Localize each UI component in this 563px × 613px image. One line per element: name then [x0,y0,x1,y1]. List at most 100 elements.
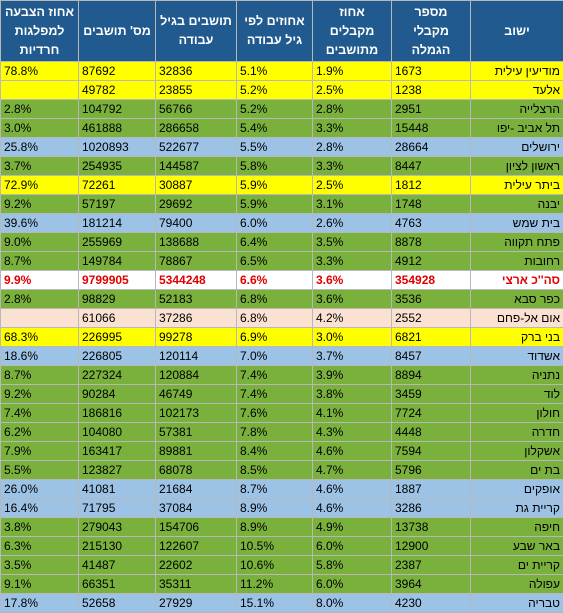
city-cell[interactable]: תל אביב -יפו [470,118,563,138]
pct-working-age-cell[interactable]: 11.2% [236,574,313,594]
haredi-vote-cell[interactable]: 6.2% [0,422,79,442]
recipients-cell[interactable]: 15448 [391,118,471,138]
city-cell[interactable]: הרצלייה [470,99,563,119]
pct-working-age-cell[interactable]: 5.4% [236,118,313,138]
haredi-vote-cell[interactable]: 18.6% [0,346,79,366]
column-header-city[interactable]: ישוב [470,0,563,62]
city-cell[interactable]: ביתר עילית [470,175,563,195]
pct-working-age-cell[interactable]: 6.4% [236,232,313,252]
recipients-cell[interactable]: 4912 [391,251,471,271]
pct-residents-cell[interactable]: 3.1% [312,194,392,214]
haredi-vote-cell[interactable]: 3.7% [0,156,79,176]
pct-residents-cell[interactable]: 3.3% [312,251,392,271]
residents-cell[interactable]: 254935 [78,156,156,176]
pct-working-age-cell[interactable]: 5.2% [236,99,313,119]
pct-residents-cell[interactable]: 3.5% [312,232,392,252]
haredi-vote-cell[interactable]: 2.8% [0,289,79,309]
recipients-cell[interactable]: 4763 [391,213,471,233]
working-age-cell[interactable]: 99278 [155,327,237,347]
pct-residents-cell[interactable]: 3.6% [312,270,392,290]
residents-cell[interactable]: 215130 [78,536,156,556]
pct-residents-cell[interactable]: 3.6% [312,289,392,309]
haredi-vote-cell[interactable]: 9.9% [0,270,79,290]
city-cell[interactable]: ירושלים [470,137,563,157]
haredi-vote-cell[interactable]: 68.3% [0,327,79,347]
pct-residents-cell[interactable]: 4.1% [312,403,392,423]
recipients-cell[interactable]: 4448 [391,422,471,442]
recipients-cell[interactable]: 3459 [391,384,471,404]
residents-cell[interactable]: 461888 [78,118,156,138]
haredi-vote-cell[interactable]: 25.8% [0,137,79,157]
residents-cell[interactable]: 41081 [78,479,156,499]
working-age-cell[interactable]: 78867 [155,251,237,271]
haredi-vote-cell[interactable]: 5.5% [0,460,79,480]
working-age-cell[interactable]: 68078 [155,460,237,480]
residents-cell[interactable]: 90284 [78,384,156,404]
residents-cell[interactable]: 71795 [78,498,156,518]
working-age-cell[interactable]: 102173 [155,403,237,423]
haredi-vote-cell[interactable]: 2.8% [0,99,79,119]
working-age-cell[interactable]: 23855 [155,80,237,100]
pct-residents-cell[interactable]: 4.7% [312,460,392,480]
city-cell[interactable]: כפר סבא [470,289,563,309]
pct-working-age-cell[interactable]: 8.4% [236,441,313,461]
residents-cell[interactable]: 57197 [78,194,156,214]
haredi-vote-cell[interactable]: 8.7% [0,251,79,271]
residents-cell[interactable]: 279043 [78,517,156,537]
pct-working-age-cell[interactable]: 8.9% [236,517,313,537]
haredi-vote-cell[interactable]: 3.0% [0,118,79,138]
city-cell[interactable]: נתניה [470,365,563,385]
haredi-vote-cell[interactable]: 9.0% [0,232,79,252]
recipients-cell[interactable]: 5796 [391,460,471,480]
haredi-vote-cell[interactable]: 3.5% [0,555,79,575]
city-cell[interactable]: מודיעין עילית [470,61,563,81]
pct-residents-cell[interactable]: 4.9% [312,517,392,537]
recipients-cell[interactable]: 7594 [391,441,471,461]
recipients-cell[interactable]: 8878 [391,232,471,252]
city-cell[interactable]: יבנה [470,194,563,214]
city-cell[interactable]: קריית ים [470,555,563,575]
working-age-cell[interactable]: 37286 [155,308,237,328]
column-header-pct-working-age[interactable]: אחוזים לפי גיל עבודה [236,0,313,62]
residents-cell[interactable]: 49782 [78,80,156,100]
pct-residents-cell[interactable]: 4.2% [312,308,392,328]
city-cell[interactable]: פתח תקווה [470,232,563,252]
working-age-cell[interactable]: 21684 [155,479,237,499]
working-age-cell[interactable]: 27929 [155,593,237,613]
recipients-cell[interactable]: 1748 [391,194,471,214]
pct-working-age-cell[interactable]: 5.5% [236,137,313,157]
working-age-cell[interactable]: 37084 [155,498,237,518]
residents-cell[interactable]: 52658 [78,593,156,613]
working-age-cell[interactable]: 89881 [155,441,237,461]
pct-residents-cell[interactable]: 3.3% [312,118,392,138]
pct-working-age-cell[interactable]: 6.6% [236,270,313,290]
residents-cell[interactable]: 181214 [78,213,156,233]
pct-working-age-cell[interactable]: 5.2% [236,80,313,100]
residents-cell[interactable]: 163417 [78,441,156,461]
pct-working-age-cell[interactable]: 8.9% [236,498,313,518]
city-cell[interactable]: אשקלון [470,441,563,461]
residents-cell[interactable]: 66351 [78,574,156,594]
recipients-cell[interactable]: 3286 [391,498,471,518]
pct-residents-cell[interactable]: 2.6% [312,213,392,233]
recipients-cell[interactable]: 1238 [391,80,471,100]
pct-working-age-cell[interactable]: 15.1% [236,593,313,613]
recipients-cell[interactable]: 12900 [391,536,471,556]
haredi-vote-cell[interactable]: 72.9% [0,175,79,195]
pct-residents-cell[interactable]: 3.8% [312,384,392,404]
pct-residents-cell[interactable]: 6.0% [312,536,392,556]
haredi-vote-cell[interactable]: 9.2% [0,384,79,404]
pct-residents-cell[interactable]: 1.9% [312,61,392,81]
city-cell[interactable]: סה''כ ארצי [470,270,563,290]
haredi-vote-cell[interactable]: 8.7% [0,365,79,385]
pct-residents-cell[interactable]: 3.3% [312,156,392,176]
city-cell[interactable]: אום אל-פחם [470,308,563,328]
working-age-cell[interactable]: 286658 [155,118,237,138]
pct-working-age-cell[interactable]: 5.1% [236,61,313,81]
pct-working-age-cell[interactable]: 7.4% [236,365,313,385]
recipients-cell[interactable]: 3536 [391,289,471,309]
pct-residents-cell[interactable]: 3.7% [312,346,392,366]
working-age-cell[interactable]: 522677 [155,137,237,157]
recipients-cell[interactable]: 354928 [391,270,471,290]
working-age-cell[interactable]: 30887 [155,175,237,195]
